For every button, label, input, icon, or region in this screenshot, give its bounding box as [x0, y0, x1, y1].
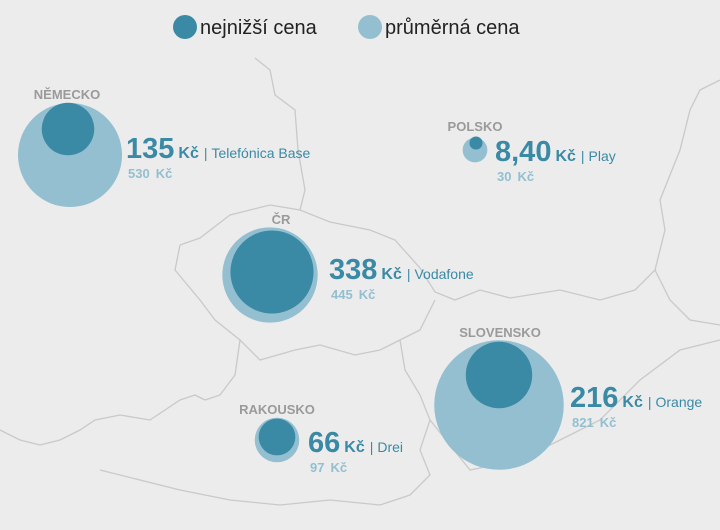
border-at — [0, 339, 241, 446]
average-price: 97 Kč — [310, 460, 347, 475]
lowest-value: 338 — [329, 254, 377, 286]
legend-label: průměrná cena — [385, 17, 520, 39]
average-price: 445 Kč — [331, 287, 375, 302]
unit: Kč — [359, 287, 376, 302]
unit: Kč — [330, 460, 347, 475]
unit: Kč — [344, 439, 365, 456]
lowest-value: 66 — [308, 427, 340, 459]
border-sk-ua — [654, 269, 720, 326]
lowest-price: 338 Kč | Vodafone — [329, 254, 474, 286]
legend: nejnižší cena průměrná cena — [173, 15, 520, 39]
separator: | — [370, 439, 374, 455]
operator: Orange — [655, 394, 702, 410]
country-label: POLSKO — [448, 119, 503, 134]
lowest-bubble — [465, 341, 533, 409]
operator: Play — [589, 148, 616, 164]
lowest-bubble — [469, 136, 483, 150]
country-label: ČR — [272, 212, 291, 227]
unit: Kč — [555, 148, 576, 165]
separator: | — [407, 266, 411, 282]
border-cz-north — [179, 204, 656, 301]
borders — [0, 57, 720, 506]
unit: Kč — [178, 145, 199, 162]
lowest-price: 216 Kč | Orange — [570, 382, 702, 414]
unit: Kč — [517, 169, 534, 184]
border-cz-west — [174, 244, 321, 361]
border-pl-east — [654, 79, 720, 271]
average-price: 30 Kč — [497, 169, 534, 184]
average-value: 821 — [572, 415, 594, 430]
border-cz-at — [319, 299, 436, 356]
legend-label: nejnižší cena — [200, 17, 318, 39]
lowest-value: 216 — [570, 382, 618, 414]
unit: Kč — [381, 266, 402, 283]
operator: Telefónica Base — [211, 145, 310, 161]
border-sk-hu — [429, 339, 720, 471]
unit: Kč — [622, 394, 643, 411]
separator: | — [581, 148, 585, 164]
separator: | — [648, 394, 652, 410]
average-price: 821 Kč — [572, 415, 616, 430]
border-de-pl — [254, 57, 306, 211]
lowest-bubble — [258, 418, 296, 456]
unit: Kč — [156, 166, 173, 181]
lowest-value: 135 — [126, 133, 174, 165]
average-price: 530 Kč — [128, 166, 172, 181]
legend-swatch — [358, 15, 382, 39]
separator: | — [204, 145, 208, 161]
country-label: NĚMECKO — [34, 87, 100, 102]
lowest-price: 135 Kč | Telefónica Base — [126, 133, 311, 165]
lowest-bubble — [41, 102, 95, 156]
average-value: 30 — [497, 169, 511, 184]
average-value: 97 — [310, 460, 324, 475]
operator: Vodafone — [414, 266, 473, 282]
average-value: 445 — [331, 287, 353, 302]
country-label: RAKOUSKO — [239, 402, 315, 417]
lowest-bubble — [230, 230, 314, 314]
lowest-price: 66 Kč | Drei — [308, 427, 403, 459]
country-label: SLOVENSKO — [459, 325, 541, 340]
border-at-sk — [99, 339, 431, 506]
lowest-price: 8,40 Kč | Play — [495, 136, 616, 168]
average-value: 530 — [128, 166, 150, 181]
lowest-value: 8,40 — [495, 136, 551, 168]
unit: Kč — [600, 415, 617, 430]
operator: Drei — [377, 439, 403, 455]
legend-swatch — [173, 15, 197, 39]
